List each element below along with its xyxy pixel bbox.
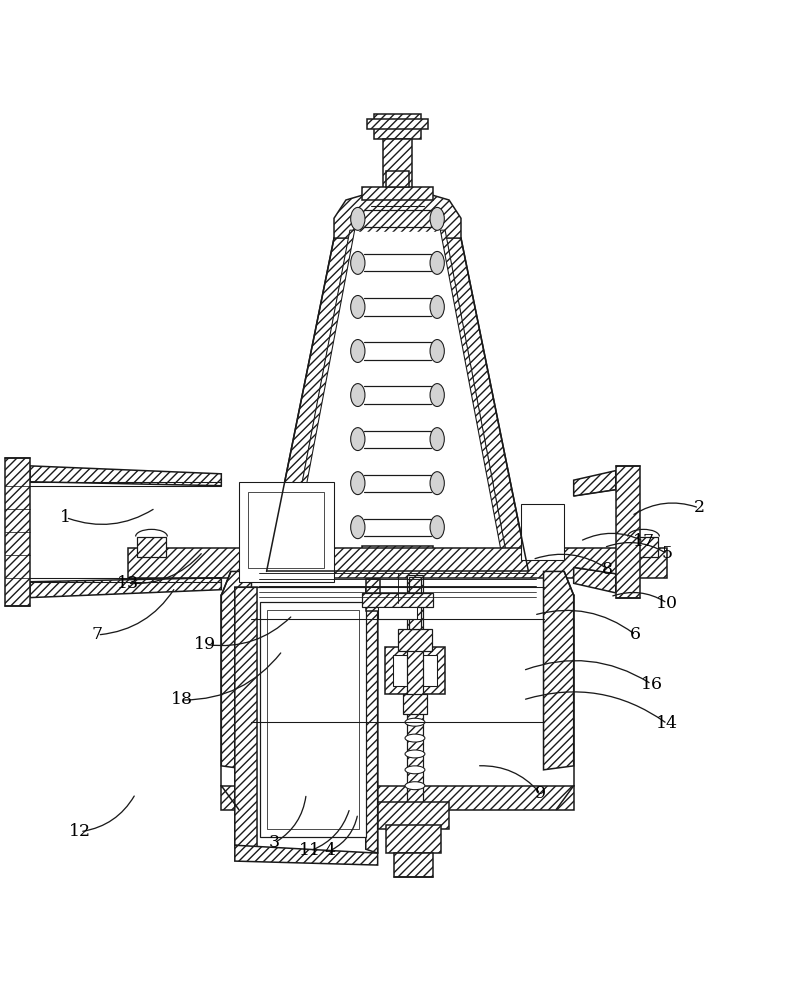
Text: 1: 1 [60, 509, 72, 526]
Ellipse shape [351, 251, 365, 274]
Bar [378, 802, 449, 829]
Bar [398, 629, 432, 651]
Ellipse shape [430, 428, 444, 451]
Ellipse shape [430, 296, 444, 318]
Polygon shape [235, 845, 378, 865]
Bar [238, 482, 334, 582]
Bar [393, 655, 437, 686]
Ellipse shape [351, 296, 365, 318]
Text: 12: 12 [69, 823, 91, 840]
Ellipse shape [405, 718, 425, 726]
Bar [386, 825, 441, 853]
Polygon shape [334, 190, 461, 238]
Bar [221, 786, 574, 810]
Bar [385, 216, 410, 238]
Bar [5, 458, 30, 606]
Ellipse shape [351, 207, 365, 230]
Ellipse shape [430, 207, 444, 230]
Bar [403, 694, 427, 714]
Polygon shape [574, 471, 616, 496]
Ellipse shape [430, 340, 444, 362]
Text: 3: 3 [269, 834, 280, 851]
Ellipse shape [351, 384, 365, 406]
Polygon shape [445, 234, 529, 571]
Bar [266, 610, 359, 829]
Text: 14: 14 [657, 715, 678, 732]
Text: 9: 9 [535, 785, 546, 802]
Bar [128, 548, 667, 578]
Text: 17: 17 [633, 533, 654, 550]
Bar [394, 853, 433, 877]
Text: 19: 19 [195, 636, 216, 653]
Ellipse shape [351, 472, 365, 495]
Bar [375, 190, 420, 205]
Text: 8: 8 [603, 561, 613, 578]
Text: 11: 11 [299, 842, 321, 859]
Polygon shape [285, 230, 355, 570]
Bar [521, 504, 564, 560]
Polygon shape [221, 571, 251, 770]
Bar [616, 466, 639, 598]
Polygon shape [366, 587, 378, 853]
Text: 10: 10 [657, 595, 678, 612]
Text: 18: 18 [171, 691, 192, 708]
Ellipse shape [405, 734, 425, 742]
Ellipse shape [430, 384, 444, 406]
Bar [260, 602, 366, 837]
Polygon shape [574, 567, 616, 593]
Bar [383, 139, 412, 198]
Bar [367, 119, 428, 129]
Text: 13: 13 [117, 575, 139, 592]
Text: 16: 16 [641, 676, 662, 693]
Ellipse shape [351, 516, 365, 539]
Polygon shape [266, 234, 350, 571]
Bar [362, 546, 433, 557]
Text: 7: 7 [92, 626, 103, 643]
Bar [362, 187, 433, 200]
Ellipse shape [405, 782, 425, 790]
Bar [407, 575, 423, 833]
Bar [378, 607, 417, 619]
Bar [409, 577, 421, 629]
Polygon shape [30, 578, 221, 598]
Polygon shape [285, 232, 510, 570]
Polygon shape [544, 571, 574, 770]
Text: 5: 5 [661, 545, 673, 562]
Text: 6: 6 [630, 626, 641, 643]
Bar [629, 537, 657, 557]
Bar [366, 579, 380, 611]
Polygon shape [30, 466, 221, 486]
Bar [362, 593, 433, 607]
Polygon shape [235, 587, 257, 848]
Polygon shape [440, 230, 510, 570]
Ellipse shape [430, 516, 444, 539]
Bar [386, 171, 409, 187]
Polygon shape [235, 587, 378, 853]
Bar [385, 647, 445, 694]
Bar [138, 537, 166, 557]
Text: 2: 2 [693, 499, 704, 516]
Ellipse shape [351, 428, 365, 451]
Bar [370, 198, 425, 216]
Ellipse shape [430, 251, 444, 274]
Ellipse shape [405, 750, 425, 758]
Bar [374, 114, 421, 139]
Text: 4: 4 [324, 842, 335, 859]
Bar [248, 492, 324, 568]
Ellipse shape [430, 472, 444, 495]
Ellipse shape [351, 340, 365, 362]
Ellipse shape [405, 766, 425, 774]
